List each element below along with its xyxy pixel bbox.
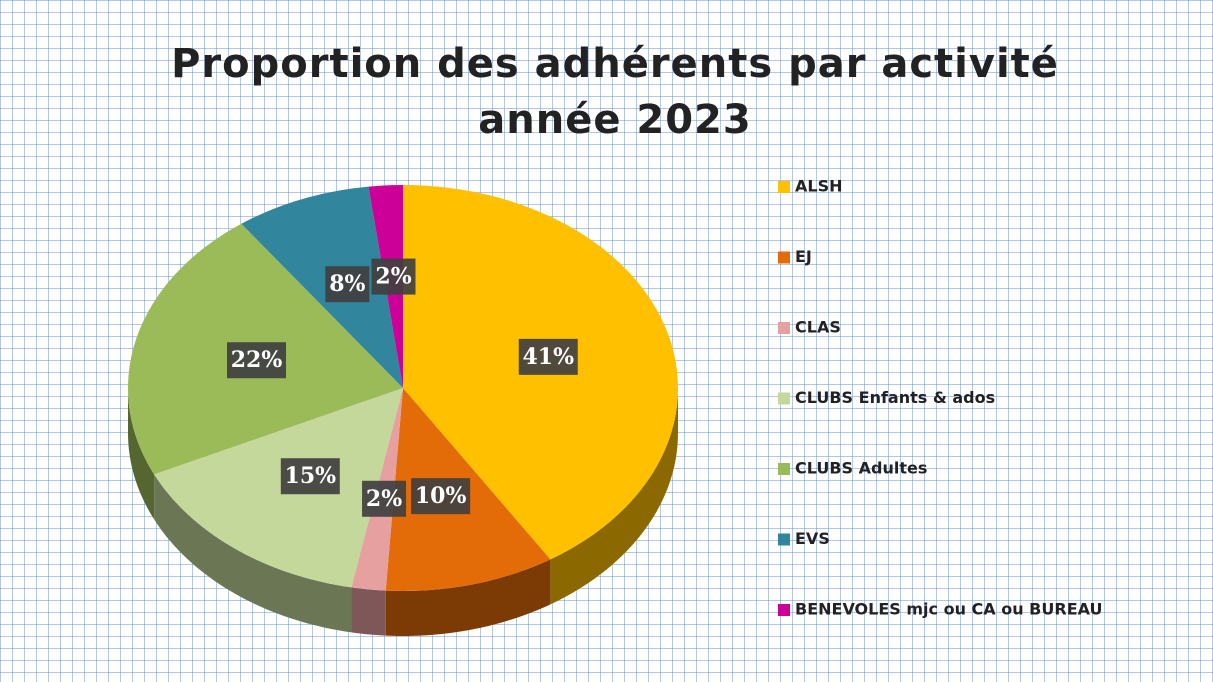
data-label: 2%	[366, 486, 402, 512]
data-label-box	[227, 342, 287, 379]
data-label-box	[371, 258, 416, 295]
legend-swatch	[778, 392, 790, 405]
slice-side	[154, 474, 352, 633]
legend-swatch	[778, 181, 790, 193]
data-label: 22%	[231, 347, 283, 373]
legend-label: EJ	[795, 247, 812, 266]
legend-label: ALSH	[795, 177, 843, 196]
data-label: 10%	[415, 483, 467, 509]
data-label: 2%	[375, 264, 411, 290]
legend-label: CLUBS Enfants & ados	[795, 388, 995, 407]
legend-swatch	[778, 251, 790, 264]
legend-label: CLAS	[795, 318, 841, 337]
data-label: 8%	[329, 271, 365, 297]
data-label-box	[362, 480, 407, 517]
slice-side	[128, 388, 155, 520]
slice-side	[351, 587, 386, 636]
slice	[241, 186, 403, 388]
data-label-box	[280, 458, 340, 495]
data-label-box	[411, 478, 471, 515]
slice-side	[550, 388, 678, 605]
legend-label: CLUBS Adultes	[795, 459, 927, 478]
legend-swatch	[778, 463, 790, 475]
slice	[154, 388, 403, 588]
data-label-box	[325, 266, 370, 303]
data-label: 41%	[522, 344, 574, 370]
legend-label: EVS	[795, 529, 830, 548]
legend-swatch	[778, 604, 790, 616]
data-label: 15%	[285, 463, 337, 489]
slice-side	[385, 559, 551, 636]
legend-label: BENEVOLES mjc ou CA ou BUREAU	[795, 600, 1103, 619]
legend-swatch	[778, 533, 790, 546]
chart-title: Proportion des adhérents par activité an…	[171, 41, 1059, 143]
data-label-box	[518, 338, 578, 375]
legend-swatch	[778, 322, 790, 334]
